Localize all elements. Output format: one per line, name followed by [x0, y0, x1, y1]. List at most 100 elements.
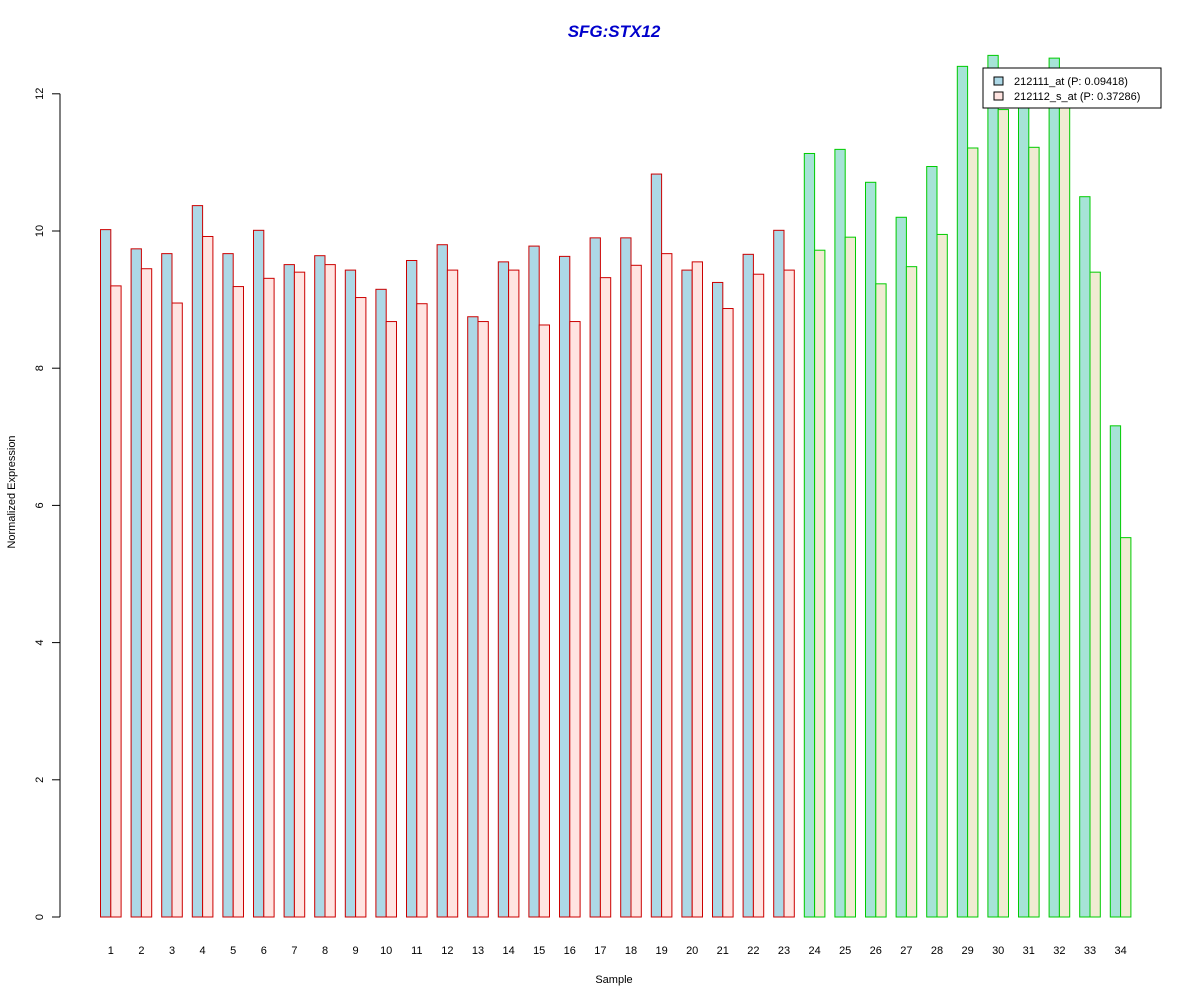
- bar-series-2: [1089, 271, 1101, 918]
- bar-series-1: [650, 173, 663, 918]
- bar-series-1: [956, 65, 969, 918]
- bar-series-1: [1048, 57, 1060, 918]
- bar-series-2: [477, 321, 489, 918]
- legend-label-series-2: 212112_s_at (P: 0.37286): [1014, 91, 1140, 103]
- x-tick-label: 21: [717, 945, 729, 957]
- y-tick-label: 2: [34, 777, 46, 783]
- x-tick-label: 25: [839, 945, 851, 957]
- bar-series-1: [773, 229, 785, 918]
- bar-series-1: [497, 261, 510, 918]
- bar-series-2: [783, 269, 795, 918]
- x-tick-label: 22: [747, 945, 759, 957]
- x-tick-label: 10: [380, 945, 392, 957]
- bar-series-1: [344, 269, 357, 918]
- legend-box: [982, 67, 1162, 109]
- bar-series-1: [895, 216, 907, 918]
- x-axis-label: Sample: [595, 974, 632, 986]
- bar-series-2: [324, 264, 336, 918]
- y-tick-label: 10: [34, 225, 46, 237]
- bar-series-2: [1058, 100, 1071, 918]
- bar-series-2: [355, 297, 367, 918]
- y-tick-label: 0: [34, 914, 46, 920]
- bar-series-2: [232, 286, 244, 918]
- bar-series-2: [722, 308, 734, 918]
- bar-series-2: [538, 324, 551, 918]
- bar-series-2: [110, 285, 122, 918]
- bar-series-1: [620, 237, 632, 918]
- bar-series-1: [130, 248, 142, 918]
- x-tick-label: 5: [230, 945, 236, 957]
- bar-series-1: [865, 181, 877, 918]
- x-tick-label: 13: [472, 945, 484, 957]
- bar-series-2: [905, 266, 918, 918]
- x-tick-label: 6: [261, 945, 267, 957]
- bar-series-1: [467, 316, 479, 918]
- legend: 212111_at (P: 0.09418) 212112_s_at (P: 0…: [982, 67, 1162, 109]
- x-tick-label: 33: [1084, 945, 1096, 957]
- bar-series-2: [875, 283, 887, 918]
- bar-series-2: [508, 269, 520, 918]
- legend-label-series-1: 212111_at (P: 0.09418): [1014, 76, 1128, 88]
- bar-series-1: [528, 245, 540, 918]
- x-tick-label: 32: [1053, 945, 1065, 957]
- bar-series-2: [814, 249, 826, 918]
- x-tick-label: 14: [502, 945, 514, 957]
- x-tick-label: 34: [1114, 945, 1126, 957]
- x-tick-label: 29: [961, 945, 973, 957]
- bar-series-1: [803, 152, 816, 918]
- bar-series-2: [997, 109, 1010, 918]
- x-tick-label: 1: [108, 945, 114, 957]
- bar-series-1: [742, 253, 754, 918]
- bar-series-1: [987, 54, 999, 918]
- bar-series-1: [1079, 196, 1091, 918]
- bar-series-1: [589, 237, 601, 918]
- x-tick-label: 30: [992, 945, 1004, 957]
- bar-series-2: [569, 321, 581, 918]
- x-tick-label: 4: [200, 945, 206, 957]
- bar-series-1: [191, 205, 204, 918]
- bar-series-2: [1120, 537, 1132, 918]
- bar-series-1: [253, 229, 265, 918]
- bar-series-1: [1109, 425, 1122, 918]
- bar-series-2: [691, 261, 704, 918]
- y-axis-label: Normalized Expression: [6, 435, 18, 548]
- bar-series-1: [375, 288, 387, 918]
- x-tick-label: 16: [564, 945, 576, 957]
- bars: [100, 54, 1132, 918]
- bar-series-1: [314, 255, 326, 918]
- x-tick-labels: 1 2 3 4 5 6 7 8 9 10 11 12 13 14 15 16 17 18 19 20 21 22 23 24 2…: [108, 945, 1127, 957]
- legend-swatch-series-1: [993, 76, 1004, 86]
- y-tick-label: 4: [34, 640, 46, 646]
- bar-series-2: [661, 253, 673, 918]
- bar-series-1: [222, 253, 234, 918]
- bar-series-2: [385, 321, 398, 918]
- x-tick-label: 7: [291, 945, 297, 957]
- bar-series-2: [1028, 146, 1040, 918]
- bar-series-2: [446, 269, 459, 918]
- x-tick-label: 19: [655, 945, 667, 957]
- x-tick-label: 12: [441, 945, 453, 957]
- y-tick-label: 6: [34, 502, 46, 508]
- y-tick-label: 12: [34, 88, 46, 100]
- x-tick-label: 3: [169, 945, 175, 957]
- bar-series-1: [283, 264, 295, 918]
- legend-swatch-series-2: [993, 91, 1004, 101]
- x-tick-label: 31: [1023, 945, 1035, 957]
- bar-series-2: [293, 271, 306, 918]
- x-tick-label: 23: [778, 945, 790, 957]
- x-tick-label: 20: [686, 945, 698, 957]
- bar-series-2: [599, 277, 612, 918]
- bar-series-2: [416, 303, 428, 918]
- bar-series-1: [436, 244, 448, 918]
- bar-series-1: [406, 259, 418, 918]
- x-tick-label: 15: [533, 945, 545, 957]
- bar-series-1: [1018, 100, 1030, 918]
- bar-series-2: [752, 273, 765, 918]
- x-tick-label: 17: [594, 945, 606, 957]
- x-tick-label: 11: [411, 945, 422, 957]
- bar-series-2: [263, 277, 275, 918]
- x-tick-label: 26: [870, 945, 882, 957]
- bar-series-2: [630, 264, 642, 918]
- bar-series-2: [140, 268, 153, 918]
